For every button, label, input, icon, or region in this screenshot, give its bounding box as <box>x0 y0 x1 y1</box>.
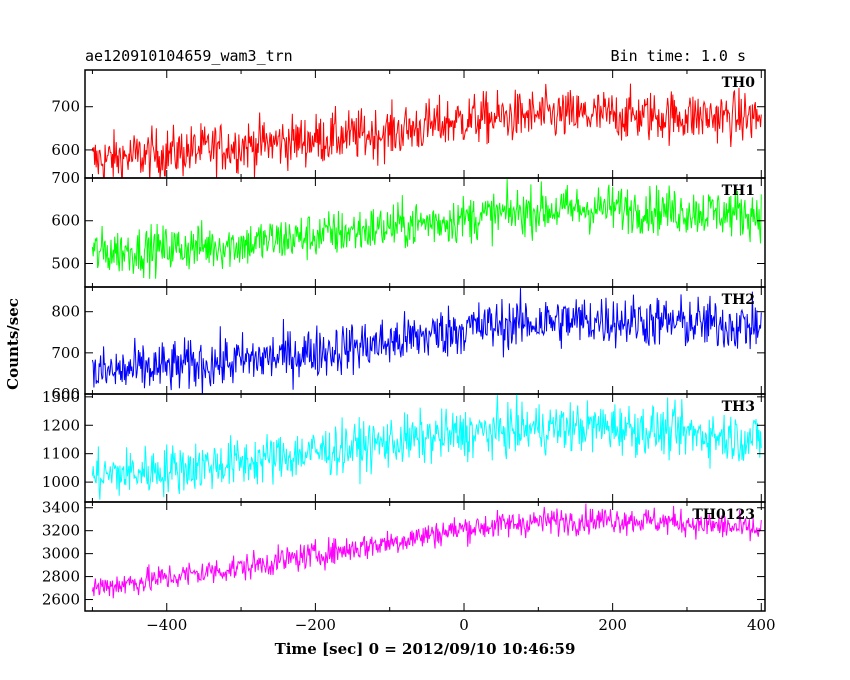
y-tick-label: 3400 <box>42 499 80 517</box>
panel-label: TH0123 <box>692 507 755 523</box>
y-tick-label: 600 <box>51 141 80 159</box>
y-tick-label: 1000 <box>42 473 80 491</box>
y-tick-label: 2600 <box>42 591 80 609</box>
x-axis-title: Time [sec] 0 = 2012/09/10 10:46:59 <box>275 640 576 658</box>
y-axis-title: Counts/sec <box>4 298 22 390</box>
y-tick-label: 800 <box>51 303 80 321</box>
panel-label: TH0 <box>722 75 756 91</box>
y-tick-label: 700 <box>51 98 80 116</box>
chart-title: ae120910104659_wam3_trn <box>85 47 293 65</box>
y-tick-label: 500 <box>51 254 80 272</box>
panel-label: TH3 <box>722 399 755 415</box>
panel-frame <box>84 501 766 612</box>
series-line-th3 <box>91 394 762 500</box>
y-tick-label: 2800 <box>42 568 80 586</box>
panel-th0123: 2600 2800 3000 3200 3400 TH0123 <box>42 499 766 612</box>
y-tick-label: 3000 <box>42 545 80 563</box>
series-line-th0123 <box>91 503 762 599</box>
bin-time-label: Bin time: 1.0 s <box>611 47 746 65</box>
series-line-th0 <box>91 83 762 178</box>
x-tick-label: 200 <box>598 616 627 634</box>
y-tick-label: 700 <box>51 344 80 362</box>
y-tick-label: 600 <box>51 385 80 403</box>
y-tick-label: 700 <box>51 169 80 187</box>
series-line-th2 <box>91 288 762 394</box>
y-tick-label: 600 <box>51 212 80 230</box>
panel-th2: 600 700 800 TH2 <box>51 286 766 403</box>
y-tick-label: 1200 <box>42 416 80 434</box>
panels-group: 600 700 TH0 500 600 700 TH1 600 700 800 TH2 1000 110… <box>42 69 766 612</box>
x-axis: −400 −200 0 200 400 <box>146 616 775 634</box>
x-tick-label: −400 <box>146 616 187 634</box>
panel-th3: 1000 1100 1200 1300 TH3 <box>42 388 766 503</box>
panel-label: TH1 <box>722 183 755 199</box>
panel-frame <box>84 177 766 288</box>
panel-th0: 600 700 TH0 <box>51 69 766 179</box>
y-tick-label: 1100 <box>42 445 80 463</box>
y-tick-label: 1300 <box>42 388 80 406</box>
x-tick-label: 400 <box>747 616 776 634</box>
x-tick-label: 0 <box>459 616 469 634</box>
x-tick-label: −200 <box>295 616 336 634</box>
panel-th1: 500 600 700 TH1 <box>51 169 766 288</box>
y-tick-label: 3200 <box>42 522 80 540</box>
series-line-th1 <box>91 179 762 279</box>
panel-label: TH2 <box>722 292 755 308</box>
